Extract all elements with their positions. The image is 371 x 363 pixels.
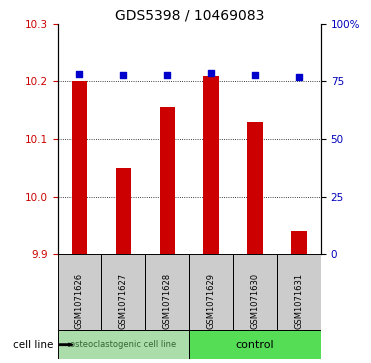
Text: osteoclastogenic cell line: osteoclastogenic cell line	[70, 340, 177, 349]
Bar	[233, 254, 277, 330]
Bar	[145, 254, 189, 330]
Bar	[189, 330, 321, 359]
Text: cell line: cell line	[13, 340, 54, 350]
Bar	[277, 254, 321, 330]
Text: GSM1071626: GSM1071626	[75, 273, 84, 329]
Bar	[116, 168, 131, 254]
Bar	[189, 254, 233, 330]
Point	[76, 72, 82, 77]
Bar	[203, 76, 219, 254]
Text: control: control	[236, 340, 275, 350]
Bar	[101, 254, 145, 330]
Text: GSM1071630: GSM1071630	[250, 273, 260, 329]
Bar	[58, 330, 189, 359]
Point	[121, 72, 127, 78]
Text: GSM1071629: GSM1071629	[207, 273, 216, 329]
Bar	[72, 81, 87, 254]
Bar	[160, 107, 175, 254]
Text: GSM1071628: GSM1071628	[163, 273, 172, 329]
Title: GDS5398 / 10469083: GDS5398 / 10469083	[115, 8, 264, 23]
Text: GSM1071631: GSM1071631	[295, 273, 303, 329]
Point	[296, 74, 302, 79]
Point	[208, 70, 214, 76]
Bar	[58, 254, 101, 330]
Bar	[247, 122, 263, 254]
Point	[164, 72, 170, 78]
Text: GSM1071627: GSM1071627	[119, 273, 128, 329]
Bar	[291, 231, 307, 254]
Point	[252, 72, 258, 78]
